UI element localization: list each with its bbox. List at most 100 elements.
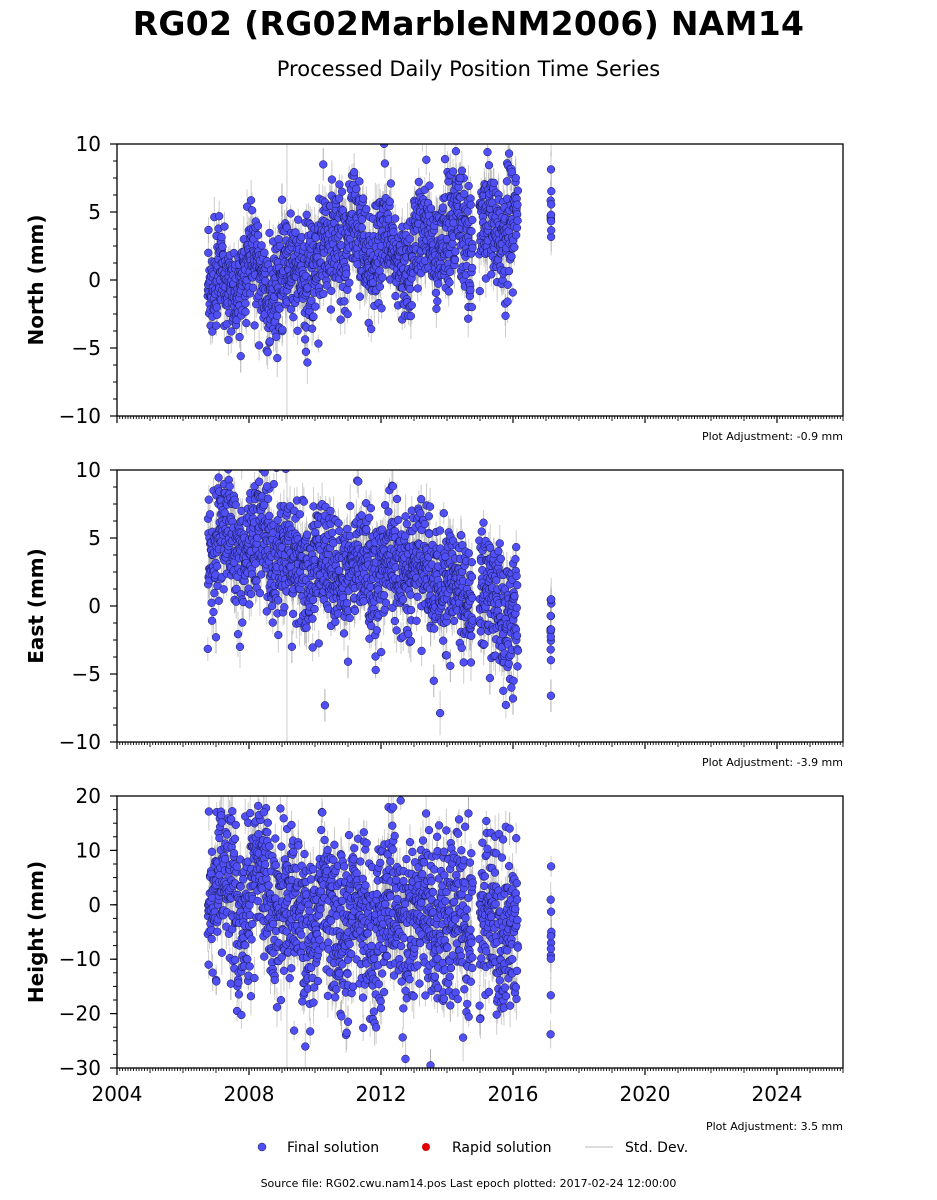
data-point [367,324,376,334]
data-point [311,302,320,311]
data-point [379,144,389,149]
data-point [207,616,217,625]
data-point [547,226,556,235]
data-point [286,305,296,314]
final-solution-points [203,130,556,367]
data-point [203,644,212,654]
data-point [314,339,323,348]
data-point [220,222,229,231]
data-point [507,167,516,177]
data-point [450,255,460,265]
data-point [546,165,556,174]
plot-adjustment-note: Plot Adjustment: -0.9 mm [702,430,843,443]
data-point [233,630,243,639]
data-point [231,500,240,510]
data-point [513,216,522,225]
data-point [207,598,216,607]
y-axis-label: North (mm) [24,214,48,345]
data-point [257,241,266,250]
data-point [547,130,555,138]
plot-panels: −10 −5 0 5 10 North (mm) Plot Adjustment: -0.9… [24,130,844,1133]
data-point [513,186,523,195]
data-point [380,159,390,168]
data-point [218,242,227,251]
data-point [213,581,222,591]
data-point [405,234,414,243]
data-point [301,347,311,356]
data-point [337,187,347,196]
panel-north: −10 −5 0 5 10 North (mm) Plot Adjustment: -0.9… [24,130,844,443]
data-point [215,212,224,221]
data-point [422,155,431,164]
data-point [212,303,222,312]
data-point [343,309,352,319]
y-tick-label: −5 [72,336,101,360]
data-point [451,247,460,256]
data-point [247,206,257,215]
data-point [547,200,556,209]
data-point [463,207,472,216]
data-point [425,181,434,190]
outlier-point [277,195,287,204]
data-point [297,233,306,242]
data-point [265,337,274,346]
data-point [241,307,250,316]
data-point [212,562,222,571]
data-point [357,215,367,224]
data-point [272,311,282,321]
data-point [342,269,351,278]
data-point [448,167,458,176]
data-point [260,248,269,257]
data-point [357,223,366,232]
data-point [358,194,368,203]
data-point [217,232,226,242]
outlier-point [236,352,245,361]
data-point [319,289,328,298]
data-point [336,315,345,324]
data-point [468,215,477,225]
data-point [286,209,295,218]
data-point [343,285,352,294]
data-point [467,302,477,312]
data-point [340,297,349,306]
data-point [208,327,217,336]
data-point [362,204,371,214]
data-point [214,596,223,605]
data-point [440,154,450,164]
y-tick-label: 10 [76,132,101,156]
data-point [438,203,447,212]
data-point [385,197,395,206]
data-point [238,458,246,466]
data-point [248,283,258,292]
data-point [224,470,233,474]
data-point [464,181,473,191]
final-solution-points [203,458,556,718]
data-layer [203,130,556,416]
data-point [250,321,259,330]
data-point [501,311,510,320]
data-point [433,297,442,306]
data-point [446,267,455,277]
data-point [307,324,317,333]
data-point [510,243,519,252]
data-point [335,180,344,189]
data-point [513,200,522,209]
data-point [464,314,473,323]
data-point [503,280,512,289]
data-point [235,642,245,651]
data-point [327,286,336,296]
data-point [451,147,461,156]
data-point [448,239,457,248]
data-point [407,301,416,310]
data-point [345,278,354,287]
data-point [413,284,422,293]
outlier-point [319,160,328,169]
outlier-point [352,184,361,194]
data-point [389,227,398,237]
data-point [511,173,520,183]
data-point [489,178,499,188]
data-point [300,335,310,344]
data-point [232,584,241,594]
